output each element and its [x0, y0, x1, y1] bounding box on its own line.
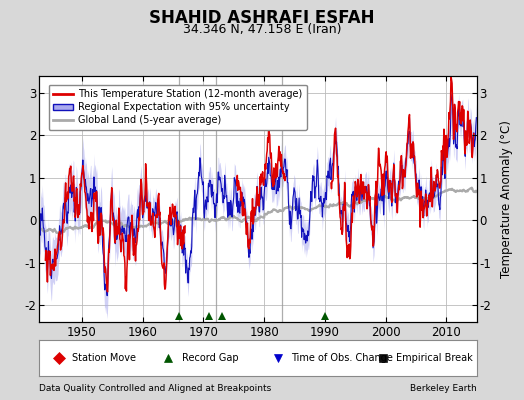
Text: Record Gap: Record Gap: [181, 353, 238, 363]
Text: 34.346 N, 47.158 E (Iran): 34.346 N, 47.158 E (Iran): [183, 24, 341, 36]
Text: Empirical Break: Empirical Break: [396, 353, 473, 363]
Text: Berkeley Earth: Berkeley Earth: [410, 384, 477, 393]
Text: Time of Obs. Change: Time of Obs. Change: [291, 353, 393, 363]
Legend: This Temperature Station (12-month average), Regional Expectation with 95% uncer: This Temperature Station (12-month avera…: [49, 84, 307, 130]
Y-axis label: Temperature Anomaly (°C): Temperature Anomaly (°C): [500, 120, 513, 278]
Text: SHAHID ASHRAFI ESFAH: SHAHID ASHRAFI ESFAH: [149, 9, 375, 27]
Text: Data Quality Controlled and Aligned at Breakpoints: Data Quality Controlled and Aligned at B…: [39, 384, 271, 393]
Text: Station Move: Station Move: [72, 353, 136, 363]
